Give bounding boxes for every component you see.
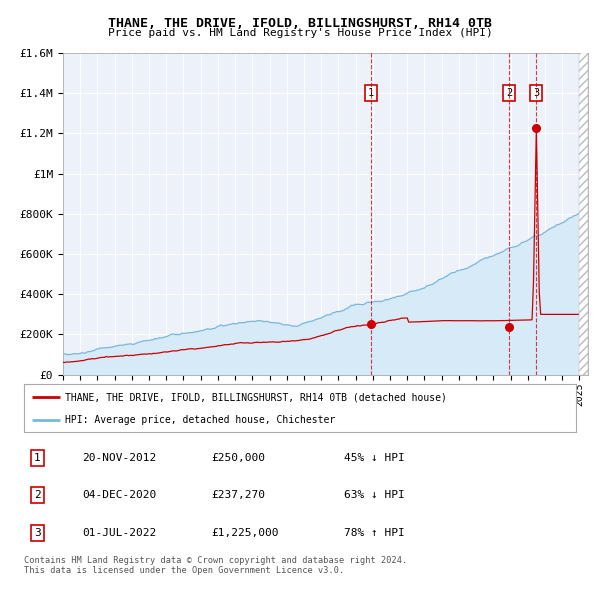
Text: £250,000: £250,000 (212, 453, 266, 463)
Text: HPI: Average price, detached house, Chichester: HPI: Average price, detached house, Chic… (65, 415, 335, 425)
Text: 2: 2 (506, 88, 512, 99)
Text: 1: 1 (34, 453, 41, 463)
Text: 2: 2 (34, 490, 41, 500)
Text: 78% ↑ HPI: 78% ↑ HPI (344, 528, 405, 538)
Text: 3: 3 (34, 528, 41, 538)
Text: 01-JUL-2022: 01-JUL-2022 (82, 528, 156, 538)
Text: £237,270: £237,270 (212, 490, 266, 500)
Text: 3: 3 (533, 88, 539, 99)
Text: 45% ↓ HPI: 45% ↓ HPI (344, 453, 405, 463)
Text: THANE, THE DRIVE, IFOLD, BILLINGSHURST, RH14 0TB (detached house): THANE, THE DRIVE, IFOLD, BILLINGSHURST, … (65, 392, 447, 402)
Text: Contains HM Land Registry data © Crown copyright and database right 2024.
This d: Contains HM Land Registry data © Crown c… (24, 556, 407, 575)
Text: THANE, THE DRIVE, IFOLD, BILLINGSHURST, RH14 0TB: THANE, THE DRIVE, IFOLD, BILLINGSHURST, … (108, 17, 492, 30)
Text: Price paid vs. HM Land Registry's House Price Index (HPI): Price paid vs. HM Land Registry's House … (107, 28, 493, 38)
Text: 04-DEC-2020: 04-DEC-2020 (82, 490, 156, 500)
Text: 63% ↓ HPI: 63% ↓ HPI (344, 490, 405, 500)
Text: £1,225,000: £1,225,000 (212, 528, 279, 538)
Text: 20-NOV-2012: 20-NOV-2012 (82, 453, 156, 463)
Text: 1: 1 (368, 88, 374, 99)
